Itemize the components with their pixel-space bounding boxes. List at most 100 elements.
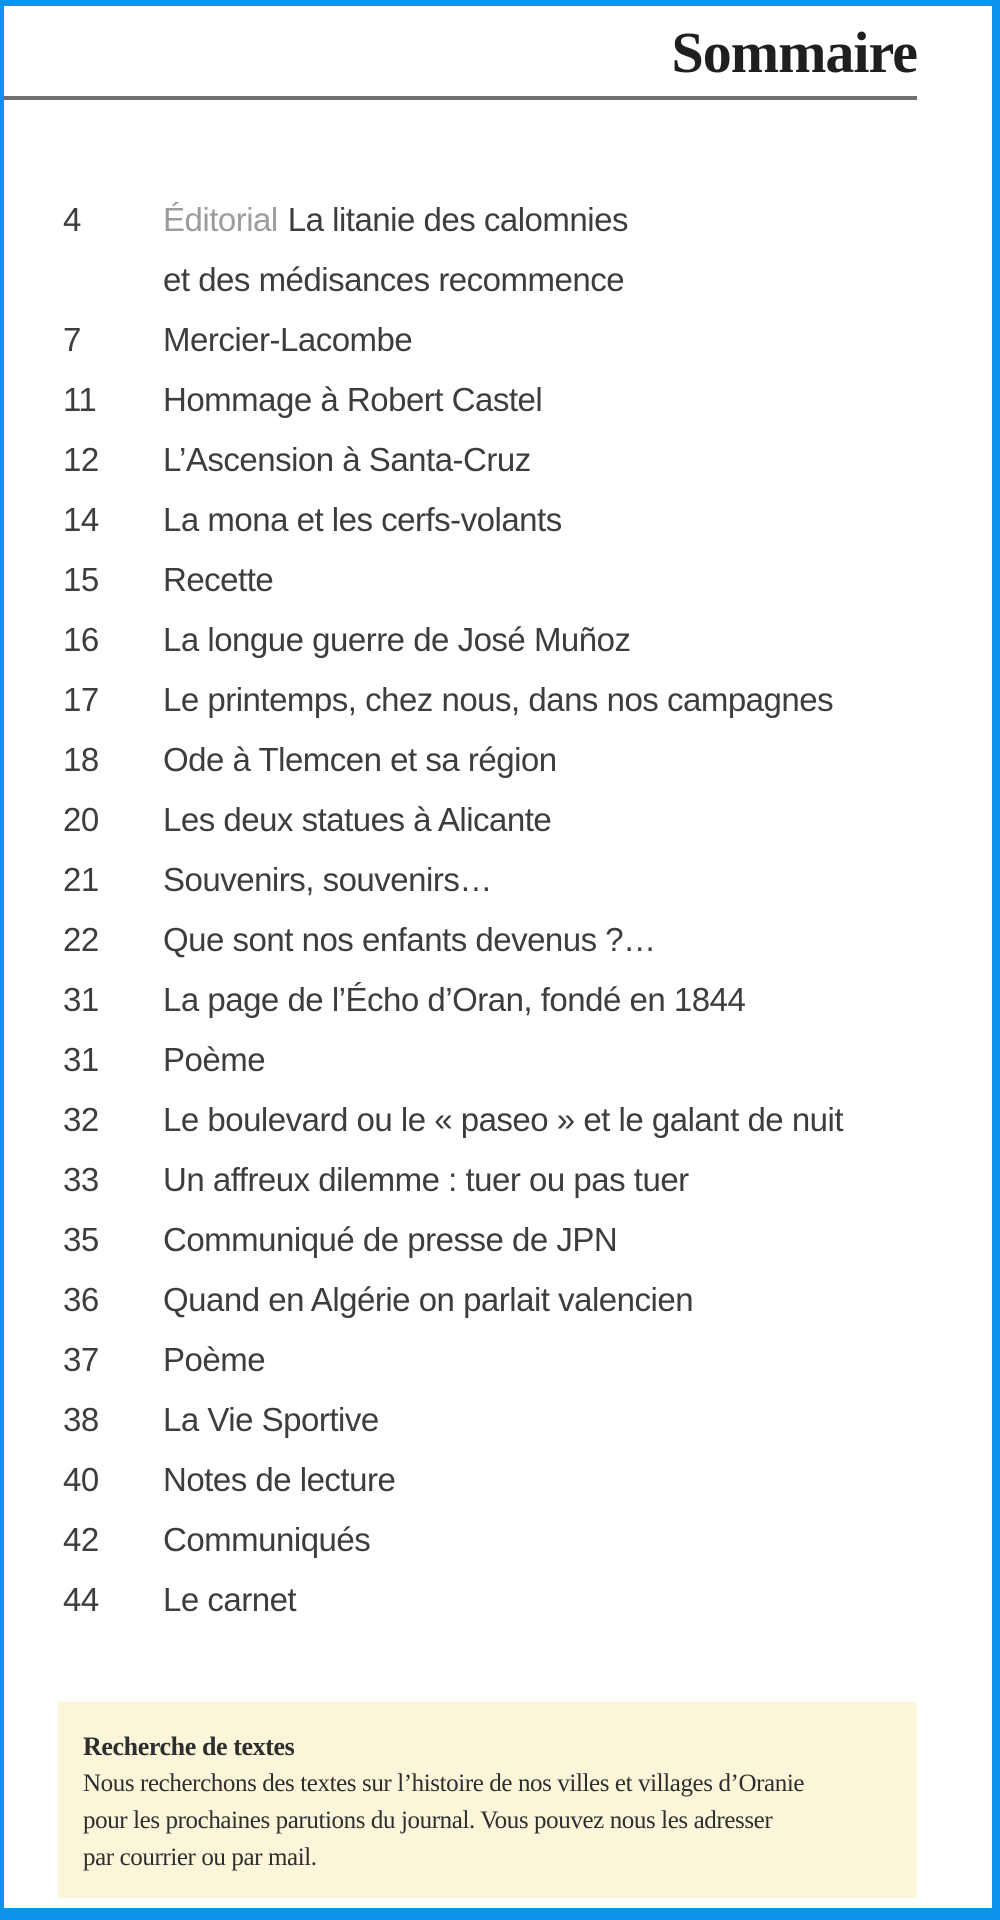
- toc-entry-title-line: Les deux statues à Alicante: [163, 790, 943, 850]
- toc-entry-title: Le printemps, chez nous, dans nos campag…: [163, 670, 943, 730]
- toc-entry-page-number: 33: [63, 1161, 99, 1198]
- toc-entry-title-text: Poème: [163, 1341, 266, 1378]
- toc-entry-title-text: La longue guerre de José Muñoz: [163, 621, 631, 658]
- toc-entry-title-line: Éditorial La litanie des calomnies: [163, 190, 943, 250]
- toc-entry-title: Ode à Tlemcen et sa région: [163, 730, 943, 790]
- toc-entry-page-number: 12: [63, 441, 99, 478]
- toc-entry-title-line: Ode à Tlemcen et sa région: [163, 730, 943, 790]
- note-body: Nous recherchons des textes sur l’histoi…: [83, 1765, 897, 1876]
- toc-entry: 17 Le printemps, chez nous, dans nos camp…: [63, 670, 943, 730]
- toc-entry-title: Souvenirs, souvenirs…: [163, 850, 943, 910]
- toc-entry-page-number: 31: [63, 1041, 99, 1078]
- toc-entry-title-text: Mercier-Lacombe: [163, 321, 413, 358]
- toc-entry-page-number: 17: [63, 681, 99, 718]
- toc-entry: 36 Quand en Algérie on parlait valencien: [63, 1270, 943, 1330]
- toc-entry-page-number: 35: [63, 1221, 99, 1258]
- toc-entry-title: Un affreux dilemme : tuer ou pas tuer: [163, 1150, 943, 1210]
- toc-entry: 15 Recette: [63, 550, 943, 610]
- toc-entry-title-text: La mona et les cerfs-volants: [163, 501, 562, 538]
- toc-entry: 4 Éditorial La litanie des calomnies et des…: [63, 190, 943, 310]
- toc-entry-title-text: Recette: [163, 561, 274, 598]
- toc-entry-title-line: Le carnet: [163, 1570, 943, 1630]
- toc-entry: 42 Communiqués: [63, 1510, 943, 1570]
- toc-entry-page-number: 44: [63, 1581, 99, 1618]
- toc-entry-title: La Vie Sportive: [163, 1390, 943, 1450]
- toc-entry: 31 La page de l’Écho d’Oran, fondé en 184…: [63, 970, 943, 1030]
- toc-entry-title-line: La Vie Sportive: [163, 1390, 943, 1450]
- toc-entry-title-text: La page de l’Écho d’Oran, fondé en 1844: [163, 981, 746, 1018]
- toc-entry: 7 Mercier-Lacombe: [63, 310, 943, 370]
- toc-entry-page-number: 32: [63, 1101, 99, 1138]
- toc-entry-title-text: Les deux statues à Alicante: [163, 801, 552, 838]
- toc-entry-title-line: Le boulevard ou le « paseo » et le galan…: [163, 1090, 943, 1150]
- toc-entry-title-line: Hommage à Robert Castel: [163, 370, 943, 430]
- toc-entry-page-number: 4: [63, 201, 81, 238]
- toc-entry-title-text: Le printemps, chez nous, dans nos campag…: [163, 681, 834, 718]
- toc-entry-title-text: Le carnet: [163, 1581, 297, 1618]
- toc-entry-title-text: Ode à Tlemcen et sa région: [163, 741, 557, 778]
- toc-entry-title-text: Communiqué de presse de JPN: [163, 1221, 618, 1258]
- toc-entry-title-line: Un affreux dilemme : tuer ou pas tuer: [163, 1150, 943, 1210]
- toc-entry-page-number: 38: [63, 1401, 99, 1438]
- toc-entry-title-text: La litanie des calomnies: [287, 201, 629, 238]
- toc-entry-title-line: Souvenirs, souvenirs…: [163, 850, 943, 910]
- toc-entry: 44 Le carnet: [63, 1570, 943, 1630]
- note-line: par courrier ou par mail.: [83, 1844, 317, 1871]
- toc-entry-title-text: Le boulevard ou le « paseo » et le galan…: [163, 1101, 844, 1138]
- toc-entry-title-line: Quand en Algérie on parlait valencien: [163, 1270, 943, 1330]
- toc-entry-title: La longue guerre de José Muñoz: [163, 610, 943, 670]
- toc-entry-title-line: La mona et les cerfs-volants: [163, 490, 943, 550]
- toc-entry: 40 Notes de lecture: [63, 1450, 943, 1510]
- toc-entry-title: Notes de lecture: [163, 1450, 943, 1510]
- toc-entry-title-line: Que sont nos enfants devenus ?…: [163, 910, 943, 970]
- toc-entry-title: Que sont nos enfants devenus ?…: [163, 910, 943, 970]
- toc-entry-title-text: Que sont nos enfants devenus ?…: [163, 921, 656, 958]
- toc-entry-title: Les deux statues à Alicante: [163, 790, 943, 850]
- toc-entry: 11 Hommage à Robert Castel: [63, 370, 943, 430]
- toc-entry-title-text: Un affreux dilemme : tuer ou pas tuer: [163, 1161, 689, 1198]
- toc-entry: 12 L’Ascension à Santa-Cruz: [63, 430, 943, 490]
- toc-entry-title: Poème: [163, 1330, 943, 1390]
- toc-entry-title-text: L’Ascension à Santa-Cruz: [163, 441, 531, 478]
- toc-entry: 20 Les deux statues à Alicante: [63, 790, 943, 850]
- toc-entry: 33 Un affreux dilemme : tuer ou pas tuer: [63, 1150, 943, 1210]
- toc-entry: 35 Communiqué de presse de JPN: [63, 1210, 943, 1270]
- note-line: pour les prochaines parutions du journal…: [83, 1807, 773, 1834]
- toc-entry-page-number: 7: [63, 321, 81, 358]
- toc-entry-page-number: 11: [63, 381, 97, 418]
- toc-entry-title-text: Poème: [163, 1041, 266, 1078]
- toc-entry-title-line: La page de l’Écho d’Oran, fondé en 1844: [163, 970, 943, 1030]
- toc-entry-title-text: La Vie Sportive: [163, 1401, 379, 1438]
- toc-entry-page-number: 21: [63, 861, 99, 898]
- toc-entry-title-line: La longue guerre de José Muñoz: [163, 610, 943, 670]
- toc-entry-title: Communiqués: [163, 1510, 943, 1570]
- toc-entry-title-line: Poème: [163, 1030, 943, 1090]
- toc-list: 4 Éditorial La litanie des calomnies et des…: [63, 190, 943, 1630]
- toc-entry-title-line: Communiqués: [163, 1510, 943, 1570]
- toc-entry: 31 Poème: [63, 1030, 943, 1090]
- toc-entry-title-text: Souvenirs, souvenirs…: [163, 861, 492, 898]
- toc-entry-title-line: Notes de lecture: [163, 1450, 943, 1510]
- toc-entry-title-line: Poème: [163, 1330, 943, 1390]
- toc-entry-title-line: Le printemps, chez nous, dans nos campag…: [163, 670, 943, 730]
- toc-entry: 22 Que sont nos enfants devenus ?…: [63, 910, 943, 970]
- note-line: Nous recherchons des textes sur l’histoi…: [83, 1770, 805, 1797]
- toc-entry-title-line: Mercier-Lacombe: [163, 310, 943, 370]
- toc-entry-title-line2: et des médisances recommence: [163, 261, 625, 298]
- toc-entry: 38 La Vie Sportive: [63, 1390, 943, 1450]
- toc-entry-title: La mona et les cerfs-volants: [163, 490, 943, 550]
- toc-entry: 21 Souvenirs, souvenirs…: [63, 850, 943, 910]
- page-title: Sommaire: [671, 20, 918, 85]
- toc-entry-title-text: Notes de lecture: [163, 1461, 396, 1498]
- toc-entry-page-number: 42: [63, 1521, 99, 1558]
- toc-entry-page-number: 20: [63, 801, 99, 838]
- toc-entry-title-line: Communiqué de presse de JPN: [163, 1210, 943, 1270]
- toc-entry-title: Recette: [163, 550, 943, 610]
- toc-entry-page-number: 16: [63, 621, 99, 658]
- toc-entry: 18 Ode à Tlemcen et sa région: [63, 730, 943, 790]
- toc-entry-title: La page de l’Écho d’Oran, fondé en 1844: [163, 970, 943, 1030]
- title-rule: [4, 96, 917, 100]
- toc-entry-title: Le carnet: [163, 1570, 943, 1630]
- toc-entry-title: L’Ascension à Santa-Cruz: [163, 430, 943, 490]
- toc-entry-page-number: 37: [63, 1341, 99, 1378]
